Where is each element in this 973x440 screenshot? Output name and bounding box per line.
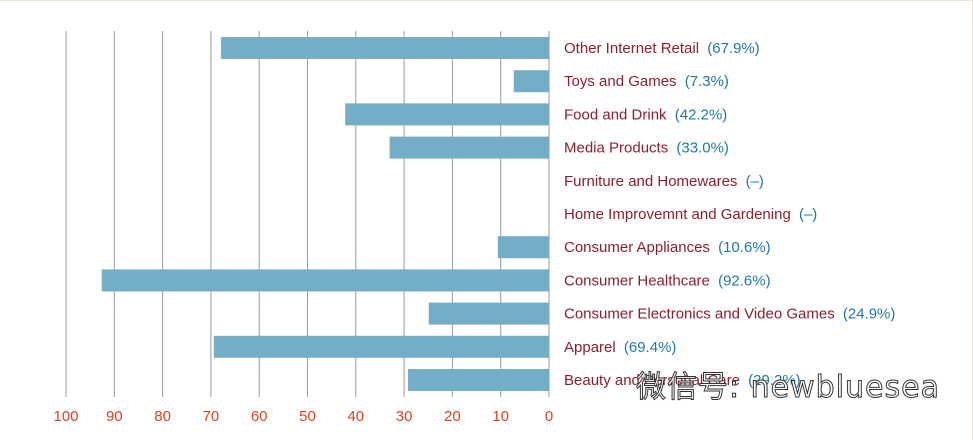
x-tick-label: 20	[444, 408, 461, 425]
category-name: Toys and Games	[564, 73, 681, 90]
bar	[407, 369, 549, 391]
bar	[221, 37, 549, 59]
x-tick-label: 80	[154, 408, 171, 425]
x-tick-labels: 100 90 80 70 60 50 40 30 20 10 0	[53, 408, 553, 425]
category-name: Consumer Appliances	[564, 239, 714, 256]
category-name: Furniture and Homewares	[564, 173, 742, 190]
category-name: Consumer Electronics and Video Games	[564, 306, 839, 323]
category-name: Home Improvemnt and Gardening	[564, 206, 795, 223]
bar	[497, 236, 549, 259]
category-label: Apparel (69.4%)	[564, 339, 676, 356]
value-label: (–)	[799, 206, 817, 223]
value-label: (69.4%)	[624, 339, 677, 356]
value-label: (–)	[746, 173, 764, 190]
bar	[428, 302, 549, 325]
value-label: (33.0%)	[676, 140, 729, 157]
x-tick-label: 90	[106, 408, 123, 425]
category-label: Consumer Appliances (10.6%)	[564, 239, 771, 256]
x-tick-label: 0	[545, 408, 553, 425]
category-label: Consumer Healthcare (92.6%)	[564, 272, 771, 289]
category-label: Furniture and Homewares (–)	[564, 173, 764, 190]
x-tick-label: 60	[251, 408, 268, 425]
category-name: Apparel	[564, 339, 620, 356]
x-tick-label: 10	[492, 408, 509, 425]
category-name: Consumer Healthcare	[564, 272, 714, 289]
category-name: Other Internet Retail	[564, 40, 703, 57]
category-label: Beauty and Personal Care (29.2%)	[564, 372, 801, 389]
category-label: Home Improvemnt and Gardening (–)	[564, 206, 817, 223]
category-label: Media Products (33.0%)	[564, 140, 729, 157]
bar	[389, 136, 549, 159]
x-tick-label: 70	[203, 408, 220, 425]
bar	[345, 103, 549, 126]
value-label: (67.9%)	[707, 40, 760, 57]
category-name: Beauty and Personal Care	[564, 372, 744, 389]
value-label: (24.9%)	[843, 306, 896, 323]
value-label: (42.2%)	[675, 106, 728, 123]
category-label: Other Internet Retail (67.9%)	[564, 40, 760, 57]
x-tick-label: 30	[396, 408, 413, 425]
category-name: Food and Drink	[564, 106, 671, 123]
value-label: (10.6%)	[718, 239, 771, 256]
x-tick-label: 40	[347, 408, 364, 425]
category-name: Media Products	[564, 140, 672, 157]
bar	[101, 269, 549, 292]
bars	[101, 37, 549, 391]
value-label: (7.3%)	[685, 73, 729, 90]
category-label: Consumer Electronics and Video Games (24…	[564, 306, 895, 323]
x-tick-label: 100	[53, 408, 78, 425]
bar	[513, 70, 549, 93]
category-label: Toys and Games (7.3%)	[564, 73, 729, 90]
value-label: (29.2%)	[748, 372, 801, 389]
x-tick-label: 50	[299, 408, 316, 425]
category-label: Food and Drink (42.2%)	[564, 106, 727, 123]
bar	[213, 335, 549, 358]
category-labels: Other Internet Retail (67.9%) Toys and Ga…	[564, 40, 895, 389]
value-label: (92.6%)	[718, 272, 771, 289]
